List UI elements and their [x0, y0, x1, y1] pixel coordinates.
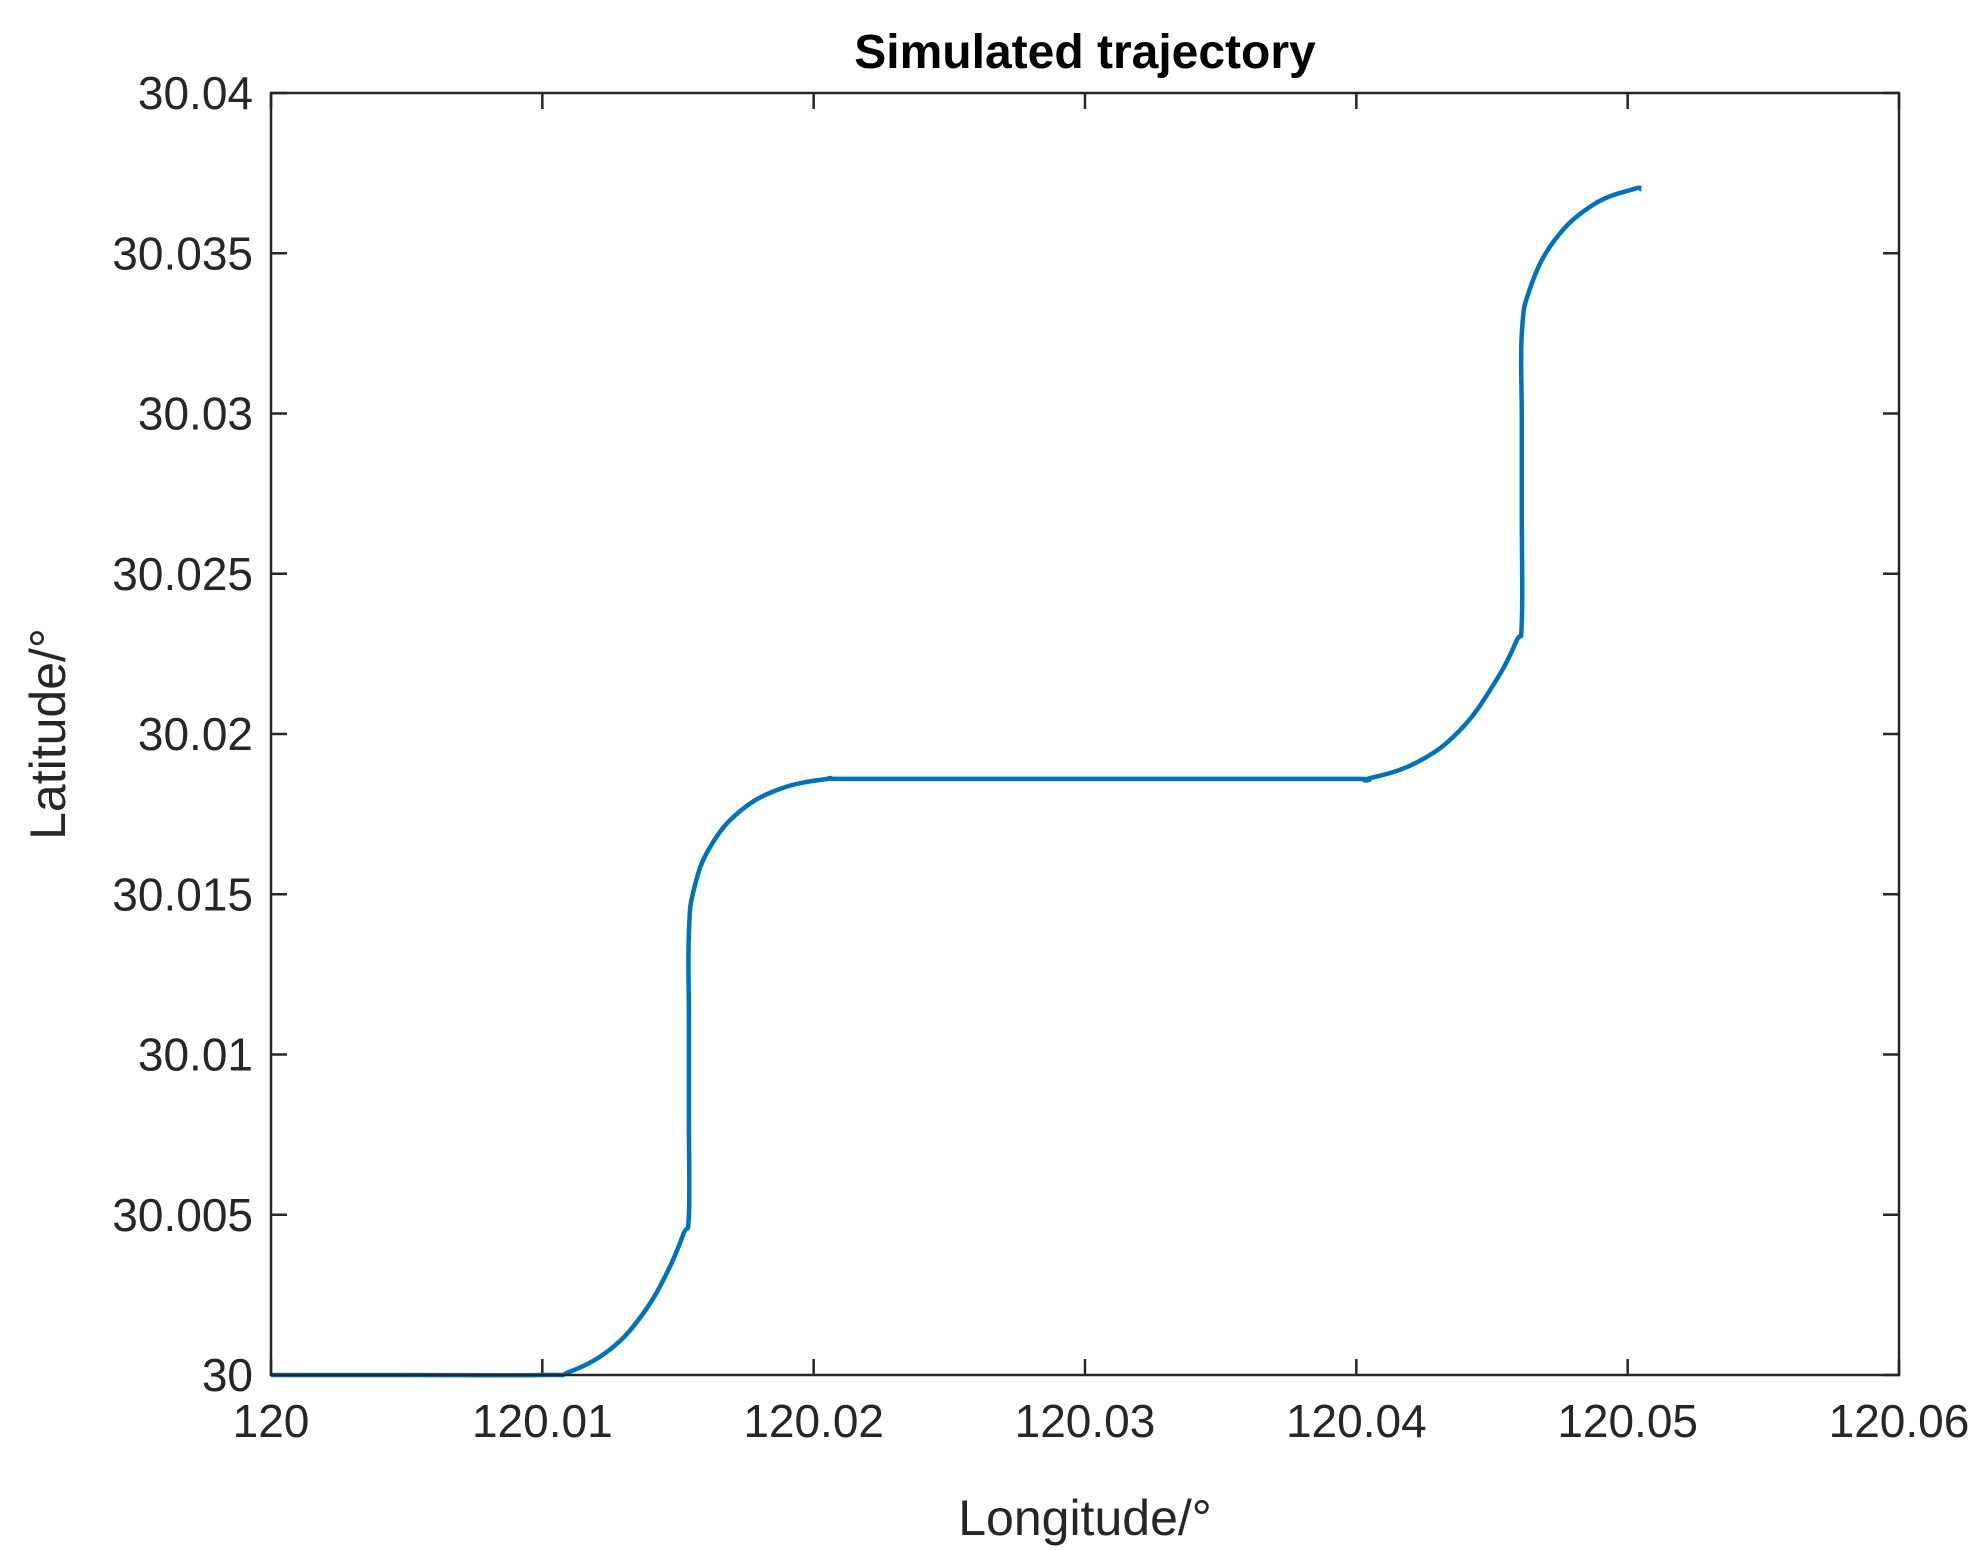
y-tick-label: 30.02: [138, 708, 253, 760]
y-tick-label: 30.035: [112, 227, 253, 279]
y-tick-label: 30.04: [138, 67, 253, 119]
x-tick-label: 120: [233, 1395, 310, 1447]
x-tick-label: 120.06: [1829, 1395, 1970, 1447]
y-tick-label: 30.025: [112, 548, 253, 600]
x-tick-label: 120.05: [1557, 1395, 1698, 1447]
trajectory-line: [270, 185, 1644, 1378]
y-tick-label: 30: [202, 1349, 253, 1401]
y-axis-label: Latitude/°: [20, 628, 76, 840]
axes-box: [269, 91, 1901, 1377]
x-tick-labels: 120 120.01 120.02 120.03 120.04 120.05 120.06: [233, 1395, 1970, 1447]
x-tick-label: 120.03: [1015, 1395, 1156, 1447]
x-tick-label: 120.01: [472, 1395, 613, 1447]
series-group: [270, 185, 1644, 1378]
x-axis-label: Longitude/°: [958, 1490, 1212, 1546]
x-tick-label: 120.04: [1286, 1395, 1427, 1447]
chart-title: Simulated trajectory: [854, 26, 1316, 79]
y-tick-labels: 30 30.005 30.01 30.015 30.02 30.025 30.03 30.03…: [112, 67, 253, 1401]
y-tick-label: 30.005: [112, 1189, 253, 1241]
x-tick-label: 120.02: [743, 1395, 884, 1447]
plot-background: [271, 93, 1899, 1375]
y-tick-label: 30.01: [138, 1029, 253, 1081]
y-tick-label: 30.015: [112, 868, 253, 920]
y-tick-label: 30.03: [138, 388, 253, 440]
